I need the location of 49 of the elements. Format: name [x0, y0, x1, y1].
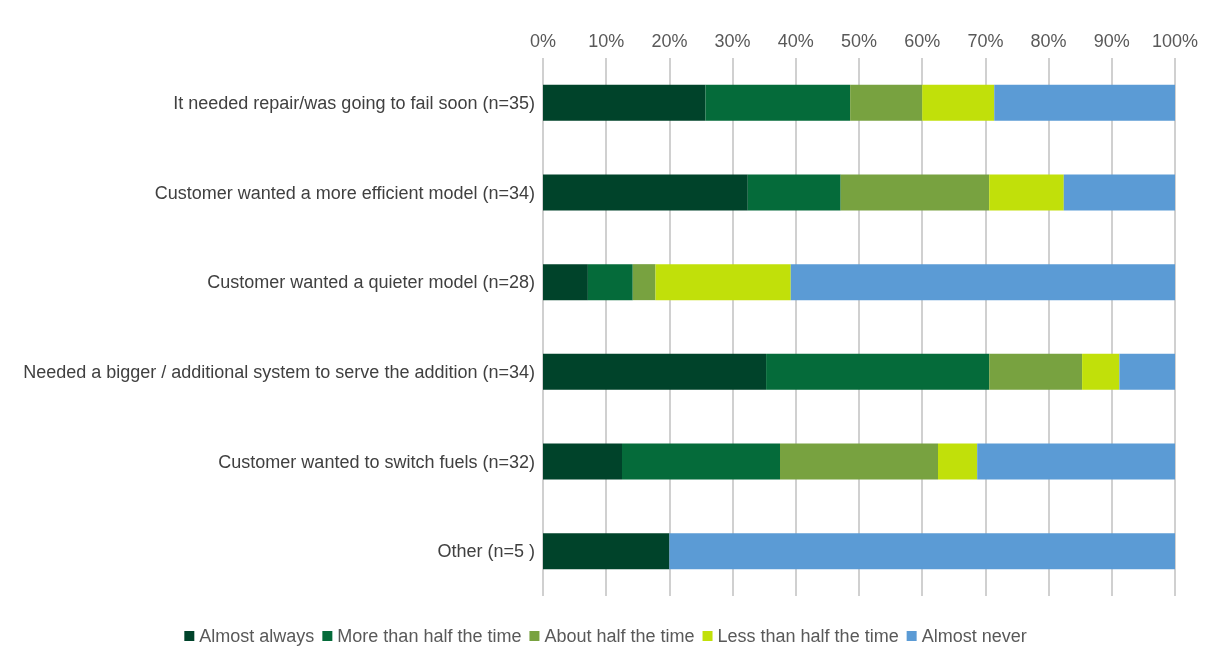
x-tick-label: 20% [651, 31, 688, 51]
bar [780, 443, 938, 480]
legend-label: About half the time [544, 626, 695, 646]
bar [669, 533, 1175, 570]
x-tick-label: 10% [588, 31, 625, 51]
x-tick-label: 0% [529, 31, 557, 51]
x-tick-label: 30% [714, 31, 751, 51]
y-tick-label: Needed a bigger / additional system to serve the addition (n=34) [23, 361, 535, 382]
bar [705, 84, 851, 121]
bar [989, 174, 1064, 211]
legend-label: Almost always [199, 626, 315, 646]
bar [994, 84, 1175, 121]
bar [655, 264, 791, 301]
bar [543, 84, 706, 121]
x-tick-label: 50% [840, 31, 878, 51]
bar [543, 443, 622, 480]
x-tick-label: 40% [777, 31, 814, 51]
y-tick-label: It needed repair/was going to fail soon (n=35) [173, 92, 535, 113]
bar [543, 174, 748, 211]
bar [922, 84, 995, 121]
bar [1082, 353, 1120, 390]
bar [989, 353, 1083, 390]
x-tick-label: 70% [967, 31, 1004, 51]
bar [543, 533, 670, 570]
x-tick-label: 90% [1093, 31, 1130, 51]
x-tick-label: 60% [904, 31, 941, 51]
bar [1119, 353, 1175, 390]
x-tick-label: 80% [1030, 31, 1067, 51]
legend-label: Almost never [921, 626, 1027, 646]
bar [850, 84, 923, 121]
bar [543, 353, 767, 390]
legend-label: More than half the time [337, 626, 522, 646]
bar [587, 264, 633, 301]
bar [977, 443, 1175, 480]
bar [938, 443, 978, 480]
bar [543, 264, 588, 301]
bar [632, 264, 656, 301]
bar [840, 174, 990, 211]
bar [1063, 174, 1175, 211]
x-tick-label: 100% [1151, 31, 1199, 51]
legend-label: Less than half the time [717, 626, 899, 646]
bar [622, 443, 780, 480]
y-tick-label: Customer wanted to switch fuels (n=32) [218, 451, 535, 472]
y-tick-label: Other (n=5 ) [437, 541, 535, 562]
y-tick-label: Customer wanted a quieter model (n=28) [207, 272, 535, 293]
bar [747, 174, 841, 211]
y-tick-label: Customer wanted a more efficient model (n=34) [154, 182, 535, 203]
bar [766, 353, 990, 390]
bar [790, 264, 1175, 301]
